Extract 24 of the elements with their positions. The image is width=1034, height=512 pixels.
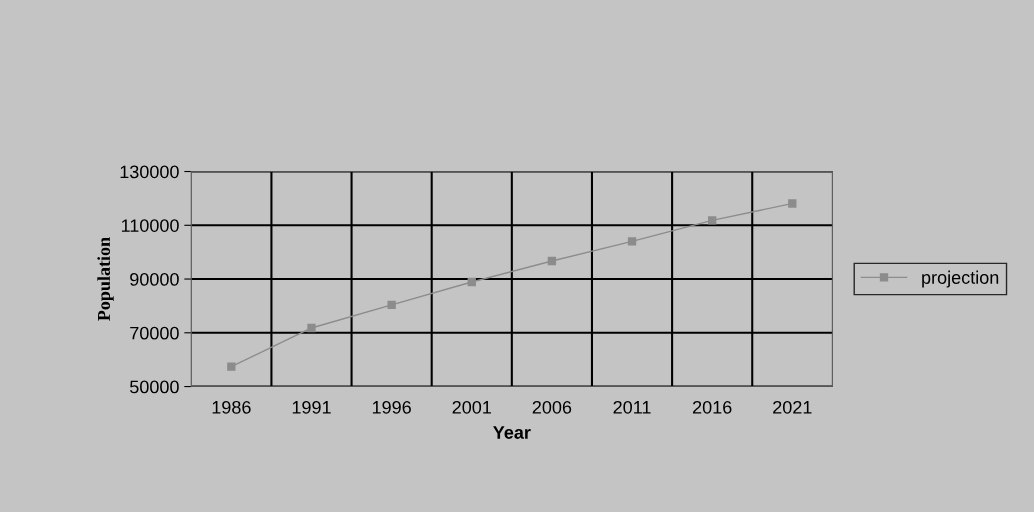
x-tick-label: 1996 <box>372 400 411 414</box>
x-tick-label: 2001 <box>452 400 491 414</box>
y-tick-label: 70000 <box>130 326 179 340</box>
y-axis-title: Population <box>97 237 114 321</box>
point <box>467 277 476 287</box>
y-tick-label: 110000 <box>121 219 179 232</box>
point <box>627 237 637 246</box>
legend-label: projection <box>922 270 999 288</box>
point <box>708 216 717 225</box>
x-tick-label: 2011 <box>613 400 651 414</box>
y-tick-label: 50000 <box>130 380 179 394</box>
x-axis-title: Year <box>493 426 531 439</box>
point <box>387 300 396 310</box>
y-tick-label: 90000 <box>130 272 179 286</box>
point <box>788 199 797 208</box>
x-tick-label: 2016 <box>692 400 732 414</box>
x-tick-label: 2021 <box>773 400 812 414</box>
point <box>227 362 236 371</box>
x-tick-label: 2006 <box>532 400 572 414</box>
point <box>547 256 557 266</box>
x-tick-label: 1991 <box>292 400 331 414</box>
point <box>307 323 316 333</box>
y-tick-label: 130000 <box>120 165 179 179</box>
x-tick-label: 1986 <box>212 400 251 414</box>
